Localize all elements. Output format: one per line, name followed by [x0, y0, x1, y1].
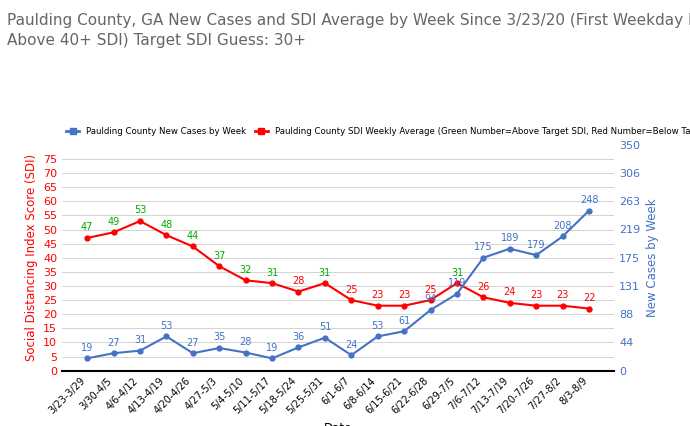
Text: 31: 31: [266, 268, 278, 278]
Text: 119: 119: [448, 278, 466, 288]
Text: 32: 32: [239, 265, 252, 275]
Text: 23: 23: [556, 290, 569, 300]
Text: 28: 28: [239, 337, 252, 347]
Text: 23: 23: [371, 290, 384, 300]
Text: 61: 61: [398, 316, 411, 326]
Y-axis label: Social Distancing Index Score (SDI): Social Distancing Index Score (SDI): [25, 154, 37, 361]
Text: 19: 19: [81, 343, 93, 353]
Text: 19: 19: [266, 343, 278, 353]
Text: 24: 24: [345, 340, 357, 350]
Text: 47: 47: [81, 222, 93, 233]
Text: 25: 25: [424, 285, 437, 294]
Text: 208: 208: [553, 221, 572, 231]
Text: 28: 28: [293, 276, 305, 286]
Text: 31: 31: [319, 268, 331, 278]
Text: 49: 49: [108, 217, 120, 227]
Text: 53: 53: [371, 321, 384, 331]
X-axis label: Date: Date: [324, 421, 353, 426]
Text: 36: 36: [293, 332, 304, 342]
Text: Paulding County, GA New Cases and SDI Average by Week Since 3/23/20 (First Weekd: Paulding County, GA New Cases and SDI Av…: [7, 13, 690, 48]
Text: 48: 48: [160, 219, 172, 230]
Text: 37: 37: [213, 250, 226, 261]
Text: 179: 179: [527, 239, 545, 250]
Text: 26: 26: [477, 282, 489, 292]
Text: 24: 24: [504, 287, 516, 297]
Text: 94: 94: [424, 294, 437, 305]
Text: 53: 53: [134, 205, 146, 216]
Text: 23: 23: [530, 290, 542, 300]
Text: 27: 27: [108, 338, 120, 348]
Text: 27: 27: [186, 338, 199, 348]
Y-axis label: New Cases by Week: New Cases by Week: [646, 199, 659, 317]
Text: 51: 51: [319, 322, 331, 332]
Text: 31: 31: [134, 335, 146, 345]
Legend: Paulding County New Cases by Week, Paulding County SDI Weekly Average (Green Num: Paulding County New Cases by Week, Pauld…: [66, 127, 690, 136]
Text: 189: 189: [500, 233, 519, 243]
Text: 31: 31: [451, 268, 463, 278]
Text: 22: 22: [583, 293, 595, 303]
Text: 248: 248: [580, 195, 598, 205]
Text: 23: 23: [398, 290, 411, 300]
Text: 25: 25: [345, 285, 357, 294]
Text: 175: 175: [474, 242, 493, 252]
Text: 44: 44: [187, 231, 199, 241]
Text: 35: 35: [213, 332, 226, 343]
Text: 53: 53: [160, 321, 172, 331]
